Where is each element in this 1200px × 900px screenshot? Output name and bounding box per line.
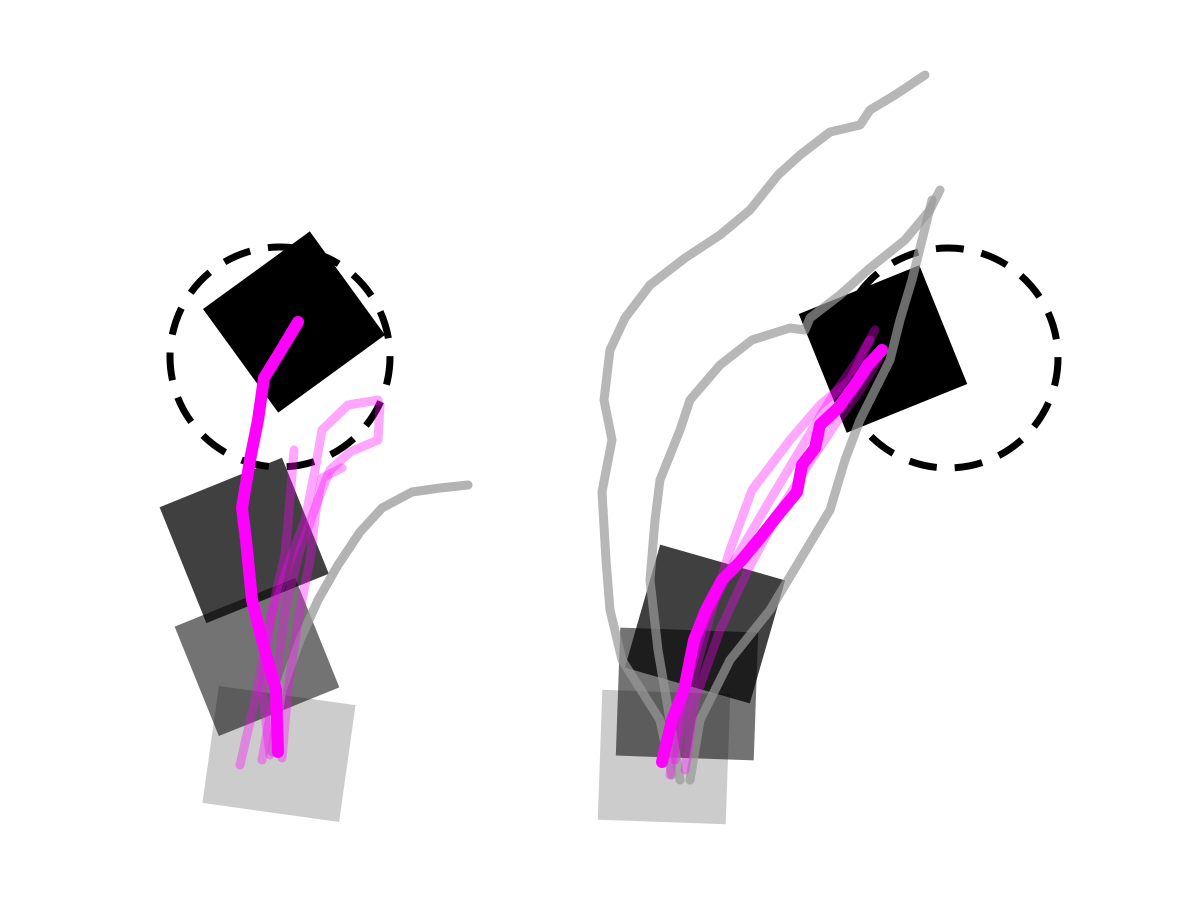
left-trajectory-success-2 xyxy=(235,395,383,770)
left-trajectory-success-5 xyxy=(257,445,299,760)
right-trajectory-failure-2 xyxy=(645,185,945,785)
right-trajectory-success-4 xyxy=(670,335,875,765)
right-trajectory-success-highlighted xyxy=(656,344,888,768)
left-panel xyxy=(159,231,473,823)
left-trajectory-success-3 xyxy=(257,400,385,765)
left-trajectory-success-highlighted xyxy=(236,316,304,758)
left-goal-circle xyxy=(166,243,394,471)
left-trajectory-success-4 xyxy=(277,463,347,763)
right-trajectory-failure-1 xyxy=(597,70,930,780)
right-trajectory-failure-3 xyxy=(685,195,937,785)
left-trajectory-failure xyxy=(267,480,473,757)
right-panel xyxy=(597,70,1062,825)
